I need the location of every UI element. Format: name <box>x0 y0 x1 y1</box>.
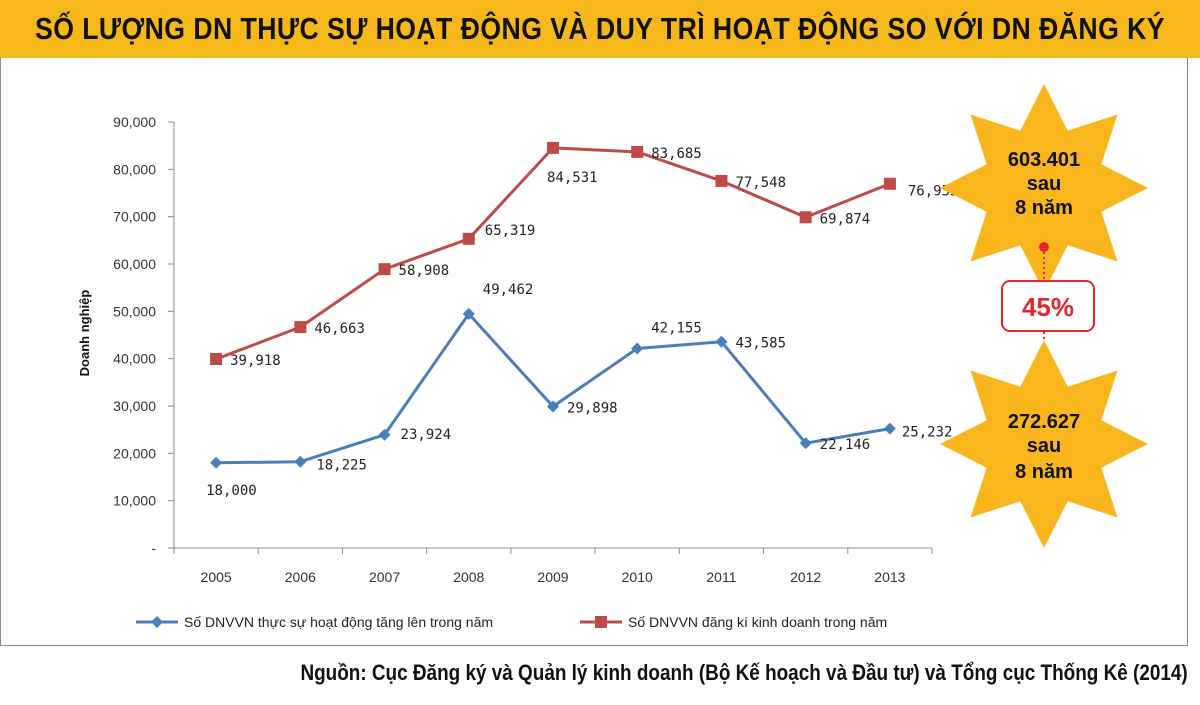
data-label-registered: 46,663 <box>314 321 365 337</box>
data-point-registered <box>883 177 896 190</box>
source-note: Nguồn: Cục Đăng ký và Quản lý kinh doanh… <box>300 660 1188 685</box>
legend-marker-registered <box>595 616 607 628</box>
star-icon <box>940 340 1148 548</box>
x-tick-label: 2005 <box>201 569 232 585</box>
x-tick-label: 2006 <box>285 569 316 585</box>
data-point-active <box>462 307 475 320</box>
data-point-registered <box>631 145 644 158</box>
y-tick-label: 50,000 <box>113 303 156 319</box>
y-tick-label: 10,000 <box>113 493 156 509</box>
percent-box <box>1001 280 1095 332</box>
percent-value: 45% <box>1022 292 1074 322</box>
connector-dot-top <box>1039 242 1049 252</box>
star-icon <box>940 84 1148 292</box>
y-tick-label: 20,000 <box>113 445 156 461</box>
data-label-registered: 83,685 <box>651 146 702 162</box>
data-point-active <box>715 335 728 348</box>
data-point-registered <box>462 232 475 245</box>
data-label-active: 49,462 <box>483 282 534 298</box>
data-point-active <box>294 455 307 468</box>
data-label-active: 25,232 <box>902 425 953 441</box>
x-tick-labels: 2005 2006 2007 2008 2009 2010 2011 2012 2013 <box>201 569 906 585</box>
data-point-registered <box>378 263 391 276</box>
series-group: 18,000 18,225 23,924 49,462 29,898 42,155 43,5… <box>206 141 958 499</box>
x-tick-label: 2008 <box>453 569 484 585</box>
y-tick-label: 30,000 <box>113 398 156 414</box>
legend-label-registered: Số DNVVN đăng kí kinh doanh trong năm <box>628 614 887 630</box>
top-star-value: 603.401 <box>1008 149 1080 171</box>
data-label-active: 29,898 <box>567 400 618 416</box>
data-point-registered <box>547 141 559 154</box>
bottom-star-sau: sau <box>1027 435 1061 457</box>
data-point-registered <box>210 353 223 366</box>
bottom-star-value: 272.627 <box>1008 411 1080 433</box>
data-label-active: 22,146 <box>820 437 871 453</box>
chart-axes <box>168 121 933 554</box>
line-chart: Doanh nghiệp - 10,000 20,000 30,000 40,000 50… <box>77 84 1148 630</box>
data-point-registered <box>799 211 812 224</box>
data-label-active: 23,924 <box>401 427 452 443</box>
page-title: SỐ LƯỢNG DN THỰC SỰ HOẠT ĐỘNG VÀ DUY TRÌ… <box>34 11 1166 46</box>
data-point-active <box>631 342 644 355</box>
x-tick-label: 2011 <box>706 569 736 585</box>
data-label-registered: 77,548 <box>735 175 786 191</box>
connector: 45% <box>1001 242 1095 379</box>
data-label-active: 42,155 <box>651 320 702 336</box>
data-point-active <box>799 437 812 450</box>
data-point-active <box>547 400 559 413</box>
y-tick-label: 60,000 <box>113 256 156 272</box>
data-label-active: 43,585 <box>735 336 786 352</box>
legend: Số DNVVN thực sự hoạt động tăng lên tron… <box>136 614 887 630</box>
data-label-registered: 69,874 <box>820 211 871 227</box>
data-label-registered: 58,908 <box>399 263 450 279</box>
y-tick-label: 90,000 <box>113 114 156 130</box>
title-bar: SỐ LƯỢNG DN THỰC SỰ HOẠT ĐỘNG VÀ DUY TRÌ… <box>0 0 1200 58</box>
data-label-registered: 65,319 <box>485 223 536 239</box>
data-label-registered: 39,918 <box>230 353 281 369</box>
top-star-sau: sau <box>1027 173 1061 195</box>
data-point-active <box>883 422 896 435</box>
y-tick-labels: - 10,000 20,000 30,000 40,000 50,000 60,000 70,… <box>113 114 156 556</box>
callout-top-star: 603.401 sau 8 năm <box>940 84 1148 292</box>
data-point-registered <box>715 174 728 187</box>
x-tick-label: 2013 <box>874 569 905 585</box>
y-tick-label: 40,000 <box>113 351 156 367</box>
x-tick-label: 2007 <box>369 569 400 585</box>
y-tick-label: - <box>151 540 156 556</box>
bottom-star-years: 8 năm <box>1015 461 1073 483</box>
legend-marker-active <box>151 616 163 628</box>
y-tick-label: 70,000 <box>113 209 156 225</box>
x-tick-label: 2009 <box>537 569 568 585</box>
data-point-active <box>378 428 391 441</box>
y-tick-label: 80,000 <box>113 161 156 177</box>
data-point-active <box>210 456 223 469</box>
x-tick-label: 2010 <box>622 569 653 585</box>
data-label-active: 18,225 <box>316 458 367 474</box>
callout-bottom-star: 272.627 sau 8 năm <box>940 340 1148 548</box>
data-label-active: 18,000 <box>206 483 257 499</box>
x-tick-label: 2012 <box>790 569 821 585</box>
top-star-years: 8 năm <box>1015 197 1073 219</box>
data-point-registered <box>294 321 307 334</box>
y-axis-label: Doanh nghiệp <box>77 290 92 377</box>
legend-label-active: Số DNVVN thực sự hoạt động tăng lên tron… <box>184 614 493 630</box>
data-label-registered: 84,531 <box>547 170 598 186</box>
